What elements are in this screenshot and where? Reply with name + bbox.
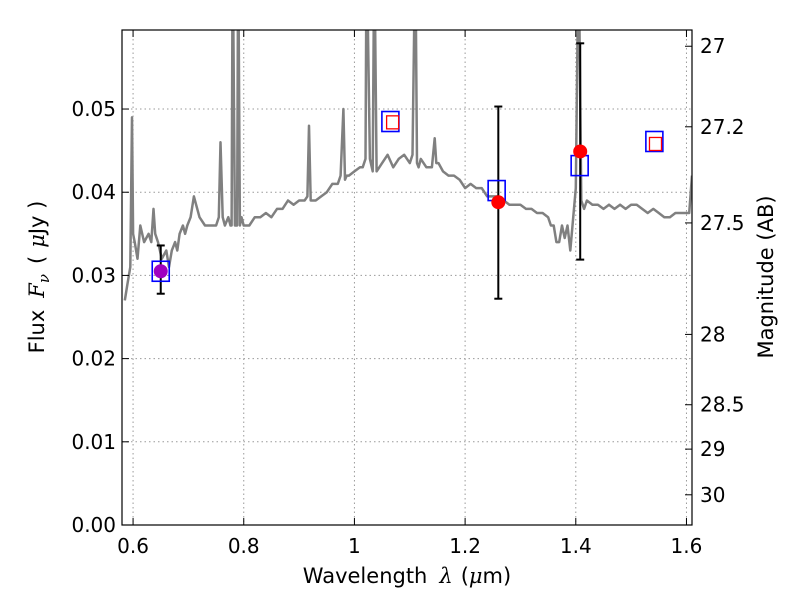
open-squares	[385, 115, 663, 152]
x-tick-label: 1.2	[449, 534, 481, 558]
observed-points	[153, 144, 588, 279]
y-tick-label: 0.00	[71, 513, 116, 537]
x-tick-label: 1.4	[560, 534, 592, 558]
model-box-marker	[645, 130, 664, 153]
y2-tick-label: 28.5	[700, 393, 745, 417]
observed-point	[491, 195, 506, 210]
open-square-marker	[648, 136, 663, 152]
y2-tick-label: 30	[700, 483, 725, 507]
y-tick-label: 0.01	[71, 430, 116, 454]
y-tick-label: 0.03	[71, 263, 116, 287]
y-tick-label: 0.05	[71, 97, 116, 121]
grid	[122, 30, 692, 525]
x-axis-label: Wavelength λ (μm)	[303, 564, 511, 588]
x-tick-label: 0.8	[228, 534, 260, 558]
y2-tick-labels: 27 27.2 27.5 28 28.5 29 30	[700, 34, 745, 507]
y-tick-labels: 0.00 0.01 0.02 0.03 0.04 0.05	[71, 97, 116, 537]
open-square-marker	[385, 115, 400, 130]
y2-tick-label: 29	[700, 437, 725, 461]
y-axis-label: FluxFν(μJy )	[25, 201, 53, 354]
x-tick-labels: 0.6 0.8 1 1.2 1.4 1.6	[117, 534, 702, 558]
y2-tick-label: 27.5	[700, 211, 745, 235]
plot-frame	[121, 29, 693, 526]
y2-axis-label: Magnitude (AB)	[754, 195, 778, 358]
observed-point	[153, 264, 168, 279]
x-tick-label: 1.6	[671, 534, 703, 558]
x-tick-label: 1	[348, 534, 361, 558]
observed-point	[573, 144, 588, 159]
model-box-marker	[151, 260, 171, 283]
y2-tick-label: 27.2	[700, 115, 745, 139]
y-tick-label: 0.04	[71, 180, 116, 204]
model-photometry	[151, 110, 664, 283]
y-tick-label: 0.02	[71, 347, 116, 371]
x-tick-label: 0.6	[117, 534, 149, 558]
axis-ticks	[122, 30, 692, 526]
y2-tick-label: 27	[700, 34, 725, 58]
spectrum-line	[123, 30, 692, 301]
y2-tick-label: 28	[700, 322, 725, 346]
